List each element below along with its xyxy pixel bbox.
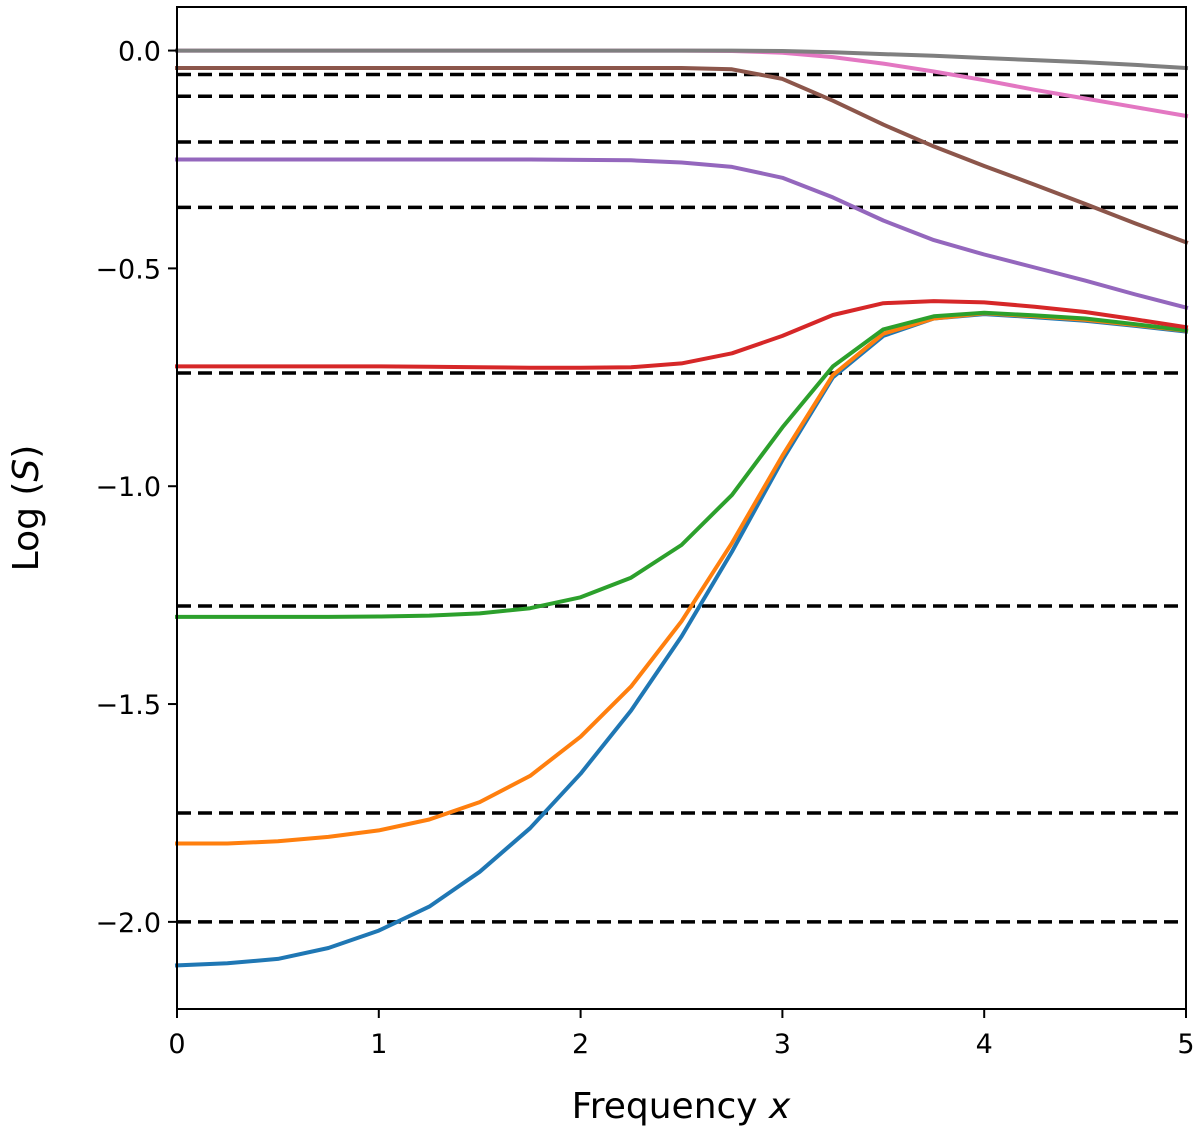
y-axis-label: Log (S) bbox=[6, 445, 47, 572]
y-tick-label: 0.0 bbox=[118, 37, 161, 68]
y-tick-label: −0.5 bbox=[95, 254, 161, 285]
series-brown bbox=[175, 66, 1189, 245]
reference-lines bbox=[177, 72, 1186, 924]
x-axis-label-variable: x bbox=[768, 1086, 791, 1127]
series-gray bbox=[175, 48, 1189, 71]
series-lines bbox=[174, 48, 1189, 968]
x-axis: 0 1 2 3 4 5 bbox=[168, 1009, 1195, 1060]
x-tick-label: 0 bbox=[168, 1029, 185, 1060]
x-tick-label: 2 bbox=[572, 1029, 589, 1060]
x-tick-label: 3 bbox=[774, 1029, 791, 1060]
x-axis-label-text: Frequency bbox=[572, 1086, 769, 1127]
x-tick-label: 5 bbox=[1177, 1029, 1194, 1060]
series-green bbox=[175, 310, 1189, 619]
y-axis: 0.0 −0.5 −1.0 −1.5 −2.0 bbox=[95, 37, 177, 939]
y-tick-label: −1.0 bbox=[95, 472, 161, 503]
x-tick-label: 1 bbox=[370, 1029, 387, 1060]
y-axis-label-text: Log ( bbox=[6, 482, 47, 572]
series-purple bbox=[175, 157, 1189, 311]
x-tick-label: 4 bbox=[976, 1029, 993, 1060]
x-axis-label: Frequency x bbox=[572, 1086, 791, 1127]
plot-frame bbox=[176, 6, 1187, 1010]
y-tick-label: −1.5 bbox=[95, 690, 161, 721]
y-axis-label-variable: S bbox=[6, 459, 47, 482]
y-tick-label: −2.0 bbox=[95, 908, 161, 939]
y-axis-label-close: ) bbox=[6, 445, 47, 459]
series-red bbox=[175, 299, 1189, 370]
